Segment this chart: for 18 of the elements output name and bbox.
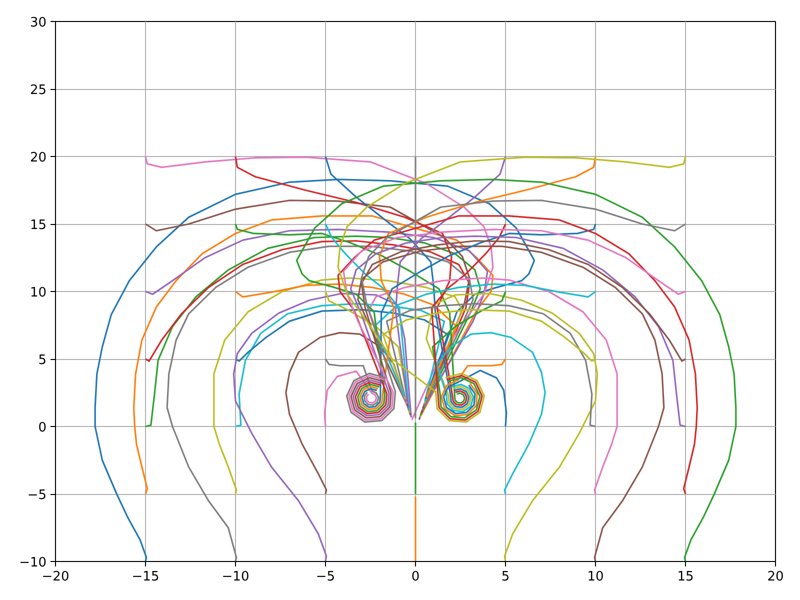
y-tick-label: 20 xyxy=(30,150,47,166)
y-tick-label: 30 xyxy=(30,16,47,30)
y-tick-label: 10 xyxy=(30,286,47,300)
x-tick-label: 20 xyxy=(767,570,784,584)
x-tick-label: 15 xyxy=(677,570,694,584)
y-tick-label: 15 xyxy=(30,218,47,233)
x-tick-label: 5 xyxy=(501,570,510,584)
y-tick-label: 5 xyxy=(38,353,47,368)
x-tick-label: −5 xyxy=(316,570,336,584)
x-tick-label: 10 xyxy=(587,570,604,584)
y-tick-label: −10 xyxy=(19,556,47,570)
x-tick-label: −15 xyxy=(132,570,160,584)
x-tick-label: 0 xyxy=(411,570,420,584)
y-tick-label: −5 xyxy=(27,488,47,503)
x-tick-label: −20 xyxy=(42,570,70,584)
y-tick-label: 0 xyxy=(38,420,47,436)
x-tick-label: −10 xyxy=(222,570,250,584)
y-tick-label: 25 xyxy=(30,83,47,98)
